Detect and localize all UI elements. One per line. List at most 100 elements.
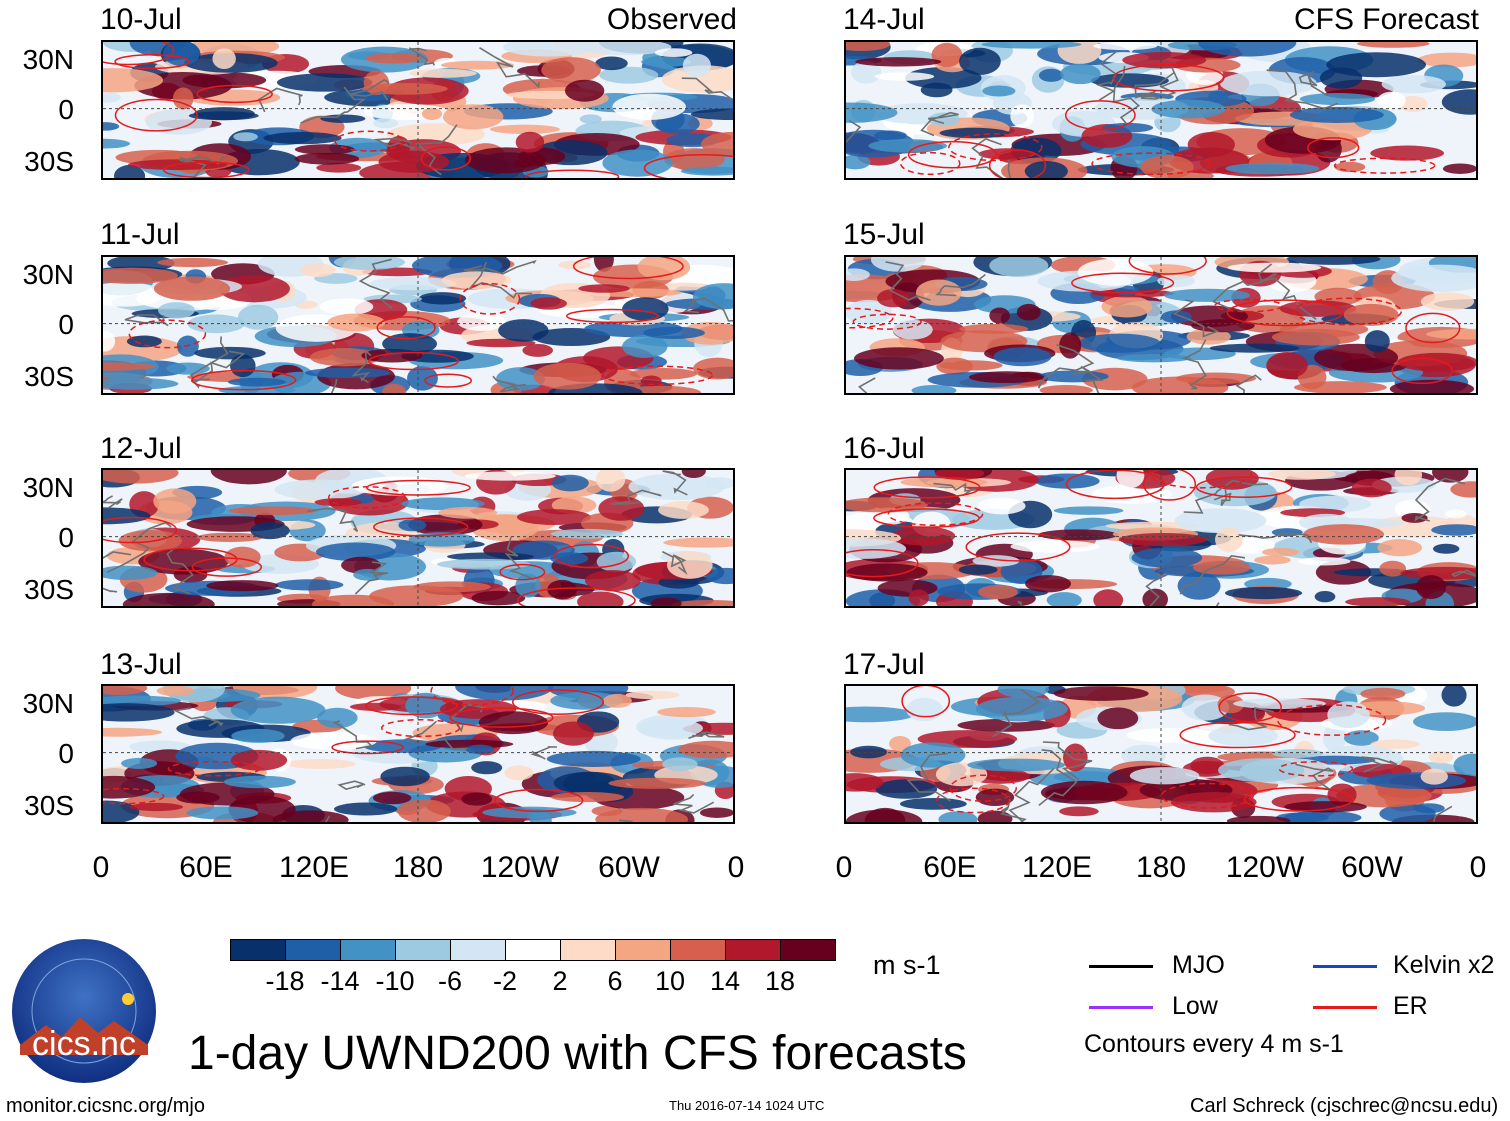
wind-field [103, 686, 733, 822]
anomaly-blob [1040, 780, 1128, 805]
anomaly-blob [846, 706, 915, 723]
anomaly-blob [196, 532, 263, 543]
er-contour [1226, 299, 1344, 327]
anomaly-blob [442, 104, 504, 130]
anomaly-blob [846, 497, 928, 513]
er-contour [114, 98, 198, 132]
anomaly-blob [905, 66, 982, 89]
wind-field [846, 686, 1476, 822]
anomaly-blob [602, 149, 673, 177]
anomaly-blob [103, 377, 179, 390]
anomaly-blob [103, 330, 116, 352]
anomaly-blob [681, 470, 706, 478]
er-contour [1277, 704, 1387, 736]
anomaly-blob [275, 579, 344, 591]
er-contour [1179, 721, 1296, 749]
lat-tick: 30N [22, 472, 74, 503]
anomaly-blob [533, 362, 602, 390]
anomaly-blob [172, 87, 194, 110]
coastline [662, 470, 688, 496]
colorbar-label: 14 [709, 966, 741, 996]
anomaly-blob [911, 384, 957, 393]
anomaly-blob [1381, 75, 1446, 94]
anomaly-blob [103, 507, 151, 525]
anomaly-blob [285, 758, 356, 769]
anomaly-blob [1379, 804, 1436, 822]
footer-url: monitor.cicsnc.org/mjo [6, 1095, 205, 1117]
anomaly-blob [1297, 557, 1351, 566]
er-contour [873, 476, 981, 499]
er-contour [1218, 692, 1282, 723]
anomaly-blob [103, 362, 156, 371]
coastline [124, 314, 169, 327]
anomaly-blob [1401, 513, 1428, 523]
lat-tick: 0 [58, 522, 74, 553]
coastline [1095, 50, 1118, 101]
er-contour [1128, 257, 1207, 275]
anomaly-blob [349, 702, 402, 711]
coastline [1182, 339, 1207, 390]
anomaly-blob [662, 757, 698, 772]
er-contour [1112, 63, 1225, 92]
anomaly-blob [1289, 106, 1384, 123]
er-contour [128, 319, 207, 349]
anomaly-blob [1441, 89, 1476, 115]
cics-logo: cics.nc [10, 937, 158, 1085]
colorbar-cell [450, 939, 506, 961]
anomaly-blob [166, 362, 210, 375]
anomaly-blob [692, 283, 733, 310]
anomaly-blob [1370, 739, 1420, 749]
anomaly-blob [967, 758, 1066, 772]
legend-label-er: ER [1393, 992, 1428, 1020]
wind-field [846, 42, 1476, 178]
anomaly-blob [938, 811, 978, 822]
anomaly-blob [699, 807, 733, 818]
anomaly-blob [1279, 300, 1357, 317]
anomaly-blob [846, 102, 898, 123]
coastline [103, 495, 123, 509]
anomaly-blob [671, 600, 733, 606]
anomaly-blob [1397, 352, 1476, 372]
anomaly-blob [1090, 73, 1169, 88]
er-contour [1243, 786, 1354, 812]
anomaly-blob [1442, 163, 1476, 174]
er-contour [103, 516, 178, 544]
anomaly-blob [413, 581, 491, 593]
logo-text: cics.nc [32, 1025, 136, 1063]
er-contour [949, 774, 1017, 802]
coastline [1260, 273, 1317, 320]
anomaly-blob [958, 564, 998, 575]
anomaly-blob [874, 72, 935, 81]
er-contour [143, 547, 238, 572]
anomaly-blob [103, 686, 148, 695]
er-contour [1071, 272, 1175, 294]
anomaly-blob [276, 73, 373, 92]
anomaly-blob [1215, 527, 1243, 552]
er-contour [1148, 470, 1252, 489]
er-contour [430, 686, 514, 706]
coastline [992, 688, 1040, 738]
anomaly-blob [210, 470, 287, 485]
wind-field [103, 42, 733, 178]
anomaly-blob [1122, 51, 1207, 69]
anomaly-blob [1336, 783, 1432, 808]
anomaly-blob [977, 810, 1013, 822]
coastline [673, 794, 715, 814]
anomaly-blob [380, 766, 430, 787]
er-contour [162, 161, 250, 178]
anomaly-blob [682, 53, 711, 78]
anomaly-blob [333, 802, 398, 816]
er-contour [449, 707, 554, 728]
colorbar-cell [780, 939, 836, 961]
anomaly-blob [854, 347, 944, 370]
anomaly-blob [1417, 52, 1476, 68]
colorbar-label: -2 [492, 966, 517, 996]
coastline [358, 258, 393, 310]
anomaly-blob [405, 692, 447, 719]
coastline [1140, 67, 1179, 100]
anomaly-blob [1322, 724, 1346, 752]
lon-tick: 60E [923, 851, 977, 884]
coastline [337, 780, 366, 790]
anomaly-blob [1174, 508, 1267, 534]
anomaly-blob [846, 299, 892, 325]
